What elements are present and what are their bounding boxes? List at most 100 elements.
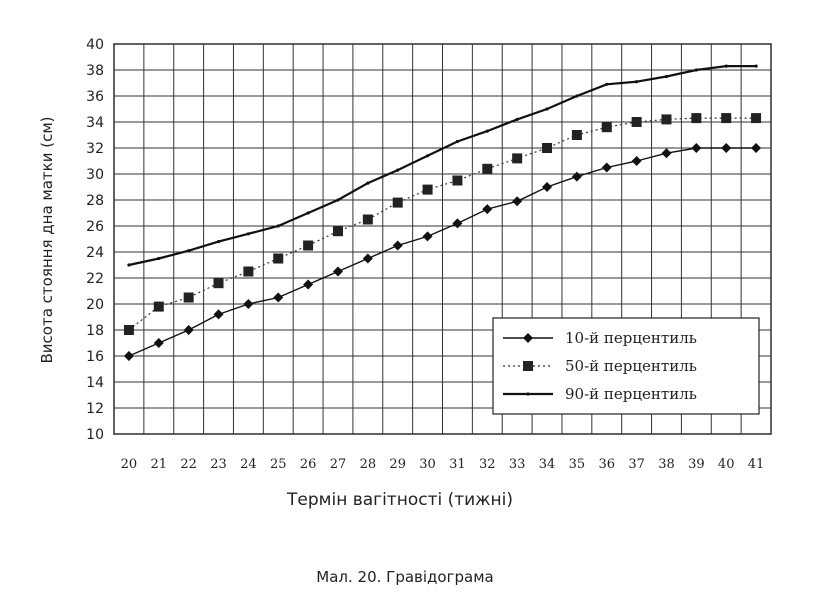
data-point	[515, 117, 519, 121]
data-point-diamond	[123, 351, 134, 361]
data-point	[187, 249, 191, 253]
y-tick-label: 10	[86, 427, 104, 443]
data-point-diamond	[631, 156, 642, 166]
data-point-diamond	[661, 148, 672, 159]
y-tick-label: 40	[86, 37, 104, 53]
y-tick-label: 18	[86, 323, 104, 339]
figure-caption: Мал. 20. Гравідограма	[316, 568, 493, 586]
x-tick-label: 25	[270, 457, 287, 472]
data-point-square	[392, 197, 403, 208]
data-point-square	[751, 113, 762, 124]
y-tick-label: 34	[86, 115, 104, 131]
data-point-diamond	[183, 325, 194, 335]
x-tick-label: 26	[300, 457, 317, 472]
x-tick-label: 38	[658, 457, 675, 472]
y-tick-label: 22	[86, 271, 104, 287]
data-point-diamond	[362, 253, 373, 264]
series-1	[123, 143, 762, 361]
series-2	[123, 113, 762, 335]
data-point	[157, 256, 161, 261]
x-tick-label: 28	[360, 457, 377, 472]
data-point	[664, 74, 669, 79]
x-tick-label: 36	[598, 457, 615, 472]
data-point-diamond	[512, 196, 523, 207]
data-point-square	[482, 163, 493, 174]
data-point-square	[183, 292, 194, 303]
data-point-diamond	[571, 171, 582, 182]
y-tick-label: 36	[86, 89, 104, 105]
data-point	[246, 232, 250, 236]
legend-label: 10-й перцентиль	[565, 329, 697, 347]
data-point-diamond	[721, 143, 732, 153]
x-tick-label: 41	[748, 457, 765, 472]
x-tick-label: 21	[151, 457, 168, 472]
data-point-square	[601, 122, 612, 133]
series-line	[128, 64, 757, 267]
data-point	[575, 94, 579, 98]
data-point	[336, 198, 340, 202]
data-point-square	[213, 278, 224, 289]
data-point	[455, 139, 460, 144]
y-tick-label: 16	[86, 349, 104, 365]
data-point-diamond	[153, 338, 164, 348]
x-tick-label: 40	[718, 457, 735, 472]
data-point	[635, 80, 639, 84]
data-point	[754, 64, 758, 68]
series-line	[128, 147, 757, 357]
y-axis-label: Висота стояння дна матки (см)	[38, 117, 56, 364]
data-point-square	[542, 143, 553, 153]
x-tick-label: 39	[688, 457, 705, 472]
data-point-diamond	[332, 266, 343, 277]
data-point-diamond	[482, 204, 493, 215]
y-tick-label: 32	[86, 141, 104, 157]
data-point	[485, 129, 489, 133]
data-point-diamond	[392, 240, 403, 251]
data-point	[396, 168, 400, 172]
data-point-square	[571, 130, 582, 140]
series-group	[123, 64, 762, 361]
y-tick-label: 26	[86, 219, 104, 235]
x-axis-label: Термін вагітності (тижні)	[286, 490, 513, 510]
series-line	[128, 117, 757, 331]
x-tick-label: 30	[419, 457, 436, 472]
x-tick-label: 27	[330, 457, 347, 472]
x-tick-label: 31	[449, 457, 466, 472]
data-point-diamond	[691, 143, 702, 153]
data-point-diamond	[213, 309, 224, 320]
data-point-square	[452, 175, 463, 186]
x-tick-label: 29	[389, 457, 406, 472]
legend-label: 90-й перцентиль	[565, 385, 697, 403]
series-3	[127, 64, 758, 267]
y-tick-label: 12	[86, 401, 104, 417]
data-point-square	[721, 113, 732, 124]
data-point-diamond	[601, 162, 612, 173]
data-point-square	[123, 325, 134, 335]
data-point	[276, 224, 280, 228]
x-tick-label: 35	[569, 457, 586, 472]
data-point-square	[332, 226, 343, 237]
data-point-square	[273, 253, 284, 264]
data-point-diamond	[751, 143, 762, 153]
legend-label: 50-й перцентиль	[565, 357, 697, 375]
x-tick-label: 20	[121, 457, 138, 472]
y-tick-label: 28	[86, 193, 104, 209]
x-tick-label: 24	[240, 457, 257, 472]
data-point-square	[303, 240, 314, 251]
data-point-square	[523, 361, 533, 371]
x-tick-label: 32	[479, 457, 496, 472]
data-point-diamond	[273, 292, 284, 303]
y-tick-label: 20	[86, 297, 104, 313]
legend: 10-й перцентиль 50-й перцентиль 90-й перце…	[492, 317, 760, 415]
x-tick-label: 22	[180, 457, 197, 472]
data-point-diamond	[243, 299, 254, 309]
data-point-diamond	[542, 182, 553, 192]
data-point-square	[512, 153, 523, 164]
data-point-square	[153, 301, 164, 312]
data-point	[306, 211, 310, 215]
data-point	[605, 82, 609, 86]
data-point	[127, 263, 131, 267]
data-point	[526, 392, 530, 396]
x-axis-ticks: 20 21 22 23 24 25 26 27 28 29 30 31 32 33 34 35 36 37 38 39…	[121, 457, 765, 472]
data-point	[545, 107, 549, 111]
